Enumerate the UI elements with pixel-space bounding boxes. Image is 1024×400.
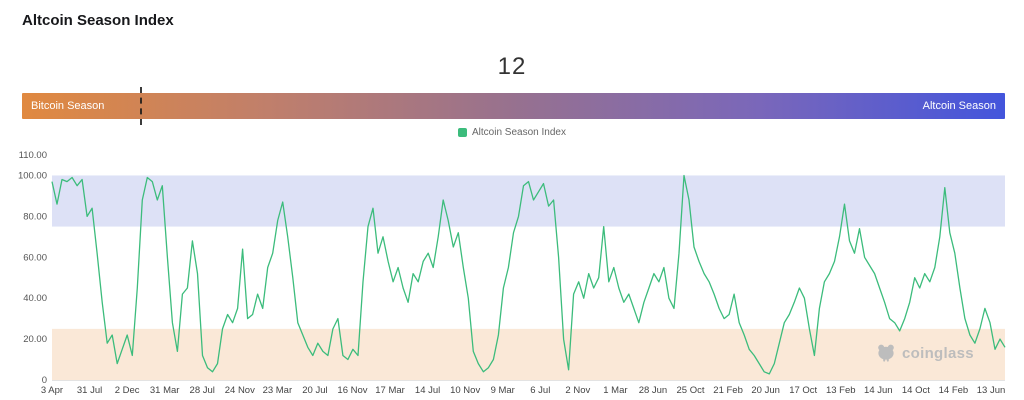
svg-text:2 Nov: 2 Nov [565,385,590,396]
svg-text:110.00: 110.00 [19,150,47,161]
svg-text:31 Mar: 31 Mar [150,385,180,396]
svg-text:14 Feb: 14 Feb [939,385,969,396]
gauge-current-value: 12 [497,53,527,80]
svg-text:10 Nov: 10 Nov [450,385,480,396]
svg-text:21 Feb: 21 Feb [713,385,743,396]
svg-text:14 Oct: 14 Oct [902,385,930,396]
svg-text:40.00: 40.00 [23,293,47,304]
svg-text:17 Oct: 17 Oct [789,385,817,396]
svg-text:2 Dec: 2 Dec [115,385,140,396]
coinglass-watermark: coinglass [876,344,974,362]
altcoin-season-index-chart[interactable]: 110.00 100.00 80.00 60.00 40.00 20.00 03 Apr 31… [0,148,1024,400]
svg-text:24 Nov: 24 Nov [225,385,255,396]
svg-text:20 Jun: 20 Jun [751,385,780,396]
svg-text:60.00: 60.00 [23,252,47,263]
svg-text:28 Jul: 28 Jul [190,385,215,396]
svg-text:9 Mar: 9 Mar [491,385,515,396]
svg-text:6 Jul: 6 Jul [530,385,550,396]
svg-text:28 Jun: 28 Jun [639,385,668,396]
gauge-label-bitcoin-season: Bitcoin Season [31,100,105,112]
svg-text:25 Oct: 25 Oct [677,385,705,396]
gauge-label-altcoin-season: Altcoin Season [922,100,996,112]
coinglass-logo-icon [878,344,894,362]
svg-text:16 Nov: 16 Nov [337,385,367,396]
svg-text:14 Jun: 14 Jun [864,385,893,396]
gauge-current-marker [139,87,142,125]
svg-text:80.00: 80.00 [23,211,47,222]
svg-text:20 Jul: 20 Jul [302,385,327,396]
svg-text:3 Apr: 3 Apr [41,385,63,396]
svg-text:100.00: 100.00 [18,170,47,181]
svg-text:13 Feb: 13 Feb [826,385,856,396]
svg-text:14 Jul: 14 Jul [415,385,440,396]
chart-legend[interactable]: Altcoin Season Index [0,127,1024,138]
page-title: Altcoin Season Index [22,12,174,29]
legend-label: Altcoin Season Index [472,127,566,138]
season-gauge-bar: Bitcoin Season Altcoin Season [22,87,1005,125]
svg-text:23 Mar: 23 Mar [263,385,293,396]
svg-text:20.00: 20.00 [23,334,47,345]
watermark-label: coinglass [902,344,974,362]
svg-text:0: 0 [42,375,47,386]
svg-text:1 Mar: 1 Mar [603,385,627,396]
svg-text:13 Jun: 13 Jun [977,385,1006,396]
svg-text:31 Jul: 31 Jul [77,385,102,396]
svg-text:17 Mar: 17 Mar [375,385,405,396]
legend-swatch [458,128,468,137]
